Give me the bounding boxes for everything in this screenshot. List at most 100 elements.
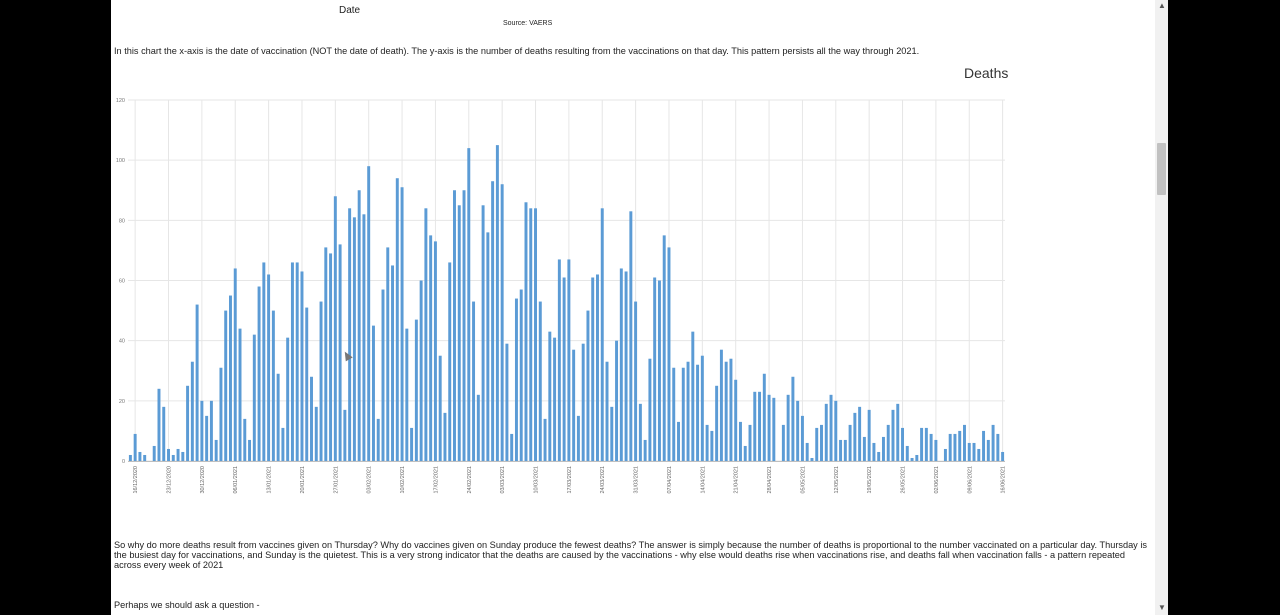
- bar: [848, 424, 852, 461]
- bar: [252, 334, 256, 461]
- bar: [596, 274, 599, 461]
- bar: [691, 331, 695, 461]
- bar: [491, 181, 495, 461]
- bar: [214, 439, 218, 461]
- bar: [886, 424, 890, 461]
- bar: [376, 418, 380, 461]
- bar: [576, 415, 580, 461]
- y-tick-label: 20: [119, 399, 125, 405]
- previous-chart-source: Source: VAERS: [503, 20, 553, 27]
- bar: [910, 457, 914, 461]
- scroll-up-arrow-icon[interactable]: ▲: [1158, 1, 1166, 10]
- bar: [820, 424, 823, 461]
- x-tick-label: 31/03/2021: [634, 466, 640, 494]
- x-tick-label: 12/05/2021: [834, 466, 840, 494]
- scroll-down-arrow-icon[interactable]: ▼: [1158, 603, 1166, 612]
- bar: [948, 433, 952, 461]
- bar: [681, 367, 685, 461]
- bar: [743, 445, 747, 461]
- bar: [677, 421, 680, 461]
- bar: [519, 289, 523, 461]
- bar: [710, 430, 714, 461]
- bar: [929, 433, 933, 461]
- bar: [300, 271, 304, 461]
- bar: [162, 406, 166, 461]
- bar: [715, 385, 719, 461]
- bar: [562, 277, 566, 461]
- bar: [996, 433, 1000, 461]
- bar: [943, 448, 947, 461]
- bar: [667, 247, 671, 461]
- bar: [629, 211, 633, 461]
- bar: [381, 289, 385, 461]
- previous-chart-x-axis-label: Date: [339, 5, 361, 16]
- chart-tick-labels: 0 20 40 60 80 100 120 16/12/2020 23/12/2020 30/12…: [116, 98, 1007, 494]
- bar: [824, 403, 828, 461]
- bar: [924, 427, 928, 461]
- intro-paragraph: In this chart the x-axis is the date of …: [114, 46, 920, 56]
- bar: [500, 184, 504, 461]
- conclusion-paragraph: So why do more deaths result from vaccin…: [114, 540, 1147, 571]
- bar: [228, 295, 232, 461]
- bar: [767, 394, 771, 461]
- bar: [438, 355, 442, 461]
- bar: [796, 400, 800, 461]
- bar: [305, 307, 309, 461]
- bar: [200, 400, 204, 461]
- bar: [624, 271, 628, 461]
- bar: [219, 367, 223, 461]
- x-tick-label: 28/04/2021: [767, 466, 773, 494]
- bar: [271, 310, 275, 461]
- bar: [610, 406, 614, 461]
- bar: [171, 454, 175, 461]
- bar: [753, 391, 757, 461]
- y-tick-label: 80: [119, 218, 125, 224]
- bar: [920, 427, 924, 461]
- bar: [905, 445, 909, 461]
- bar: [815, 427, 819, 461]
- bar: [295, 262, 299, 461]
- bar: [600, 208, 604, 461]
- scrollbar-thumb[interactable]: [1157, 143, 1166, 195]
- bar: [157, 388, 161, 461]
- bar: [181, 451, 185, 461]
- bar: [686, 361, 690, 461]
- bar: [672, 367, 676, 461]
- bar: [367, 166, 371, 461]
- bar: [133, 433, 137, 461]
- bar: [443, 412, 447, 461]
- bar: [653, 277, 657, 461]
- x-tick-label: 30/12/2020: [200, 466, 206, 494]
- bar: [839, 439, 843, 461]
- bar: [143, 454, 147, 461]
- y-tick-label: 60: [119, 279, 125, 285]
- bar: [843, 439, 847, 461]
- bar: [233, 268, 237, 461]
- bar: [872, 442, 876, 461]
- bar: [548, 331, 552, 461]
- question-text: Perhaps we should ask a question -: [114, 600, 260, 610]
- bar: [901, 427, 905, 461]
- bar: [257, 286, 261, 461]
- bar: [634, 301, 638, 461]
- x-tick-label: 17/03/2021: [567, 466, 573, 494]
- bar: [281, 427, 285, 461]
- x-tick-label: 05/05/2021: [800, 466, 806, 494]
- bar: [881, 436, 885, 461]
- bar: [696, 364, 700, 461]
- y-tick-label: 40: [119, 339, 125, 345]
- x-tick-label: 07/04/2021: [667, 466, 673, 494]
- bar: [758, 391, 762, 461]
- bar: [176, 448, 180, 461]
- x-tick-label: 24/03/2021: [600, 466, 606, 494]
- bar: [514, 298, 518, 461]
- bar: [915, 454, 919, 461]
- bar: [643, 439, 647, 461]
- bar: [186, 385, 190, 461]
- x-tick-label: 02/06/2021: [934, 466, 940, 494]
- bar: [867, 409, 871, 461]
- bar: [481, 205, 485, 461]
- bar: [934, 439, 938, 461]
- x-tick-label: 10/03/2021: [534, 466, 540, 494]
